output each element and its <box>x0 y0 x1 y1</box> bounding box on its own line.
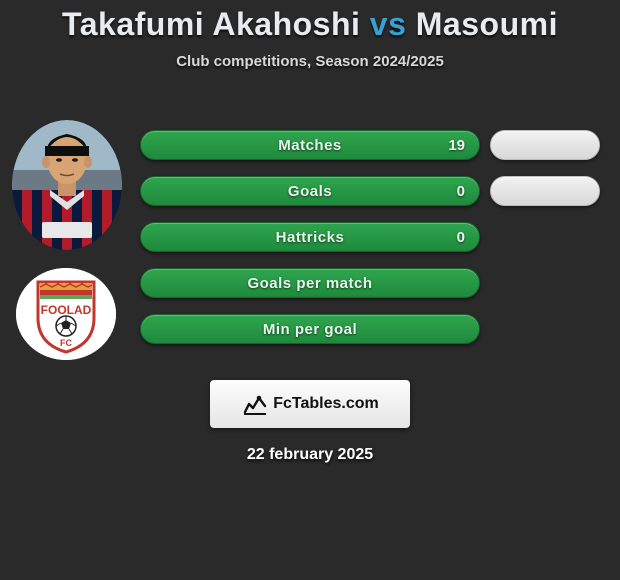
stat-label: Goals per match <box>247 275 372 292</box>
stat-value: 0 <box>457 229 465 246</box>
stat-row: Hattricks 0 <box>140 214 610 260</box>
stat-row: Min per goal <box>140 306 610 352</box>
title-vs: vs <box>370 6 407 42</box>
stat-value: 0 <box>457 183 465 200</box>
page-title: Takafumi Akahoshi vs Masoumi <box>0 0 620 43</box>
svg-text:FC: FC <box>60 338 72 348</box>
stat-pill-player1: Min per goal <box>140 314 480 344</box>
stat-pill-player2 <box>490 176 600 206</box>
player2-badge: FOOLAD FC <box>16 268 116 360</box>
stat-pill-player2 <box>490 130 600 160</box>
stat-label: Goals <box>288 183 332 200</box>
svg-text:FOOLAD: FOOLAD <box>41 303 92 317</box>
subtitle: Club competitions, Season 2024/2025 <box>0 53 620 70</box>
date-label: 22 february 2025 <box>0 446 620 464</box>
player1-avatar <box>12 120 122 250</box>
comparison-card: Takafumi Akahoshi vs Masoumi Club compet… <box>0 0 620 580</box>
player2-badge-svg: FOOLAD FC <box>16 268 116 360</box>
footer-area: FcTables.com 22 february 2025 <box>0 360 620 464</box>
stat-label: Min per goal <box>263 321 357 338</box>
player1-avatar-svg <box>12 120 122 250</box>
stat-row: Goals 0 <box>140 168 610 214</box>
stat-pill-player1: Matches 19 <box>140 130 480 160</box>
avatar-column: FOOLAD FC <box>12 120 132 360</box>
brand-logo-icon <box>241 390 269 418</box>
title-player1: Takafumi Akahoshi <box>62 6 360 42</box>
stat-pill-player1: Goals 0 <box>140 176 480 206</box>
brand-text: FcTables.com <box>273 395 379 413</box>
title-player2: Masoumi <box>416 6 558 42</box>
stat-pill-player1: Goals per match <box>140 268 480 298</box>
stat-row: Matches 19 <box>140 122 610 168</box>
stat-label: Matches <box>278 137 342 154</box>
stat-bars: Matches 19 Goals 0 Hattricks 0 Goals per match… <box>140 122 610 352</box>
stat-pill-player1: Hattricks 0 <box>140 222 480 252</box>
brand-badge: FcTables.com <box>210 380 410 428</box>
stat-value: 19 <box>448 137 465 154</box>
stat-label: Hattricks <box>276 229 345 246</box>
stat-row: Goals per match <box>140 260 610 306</box>
